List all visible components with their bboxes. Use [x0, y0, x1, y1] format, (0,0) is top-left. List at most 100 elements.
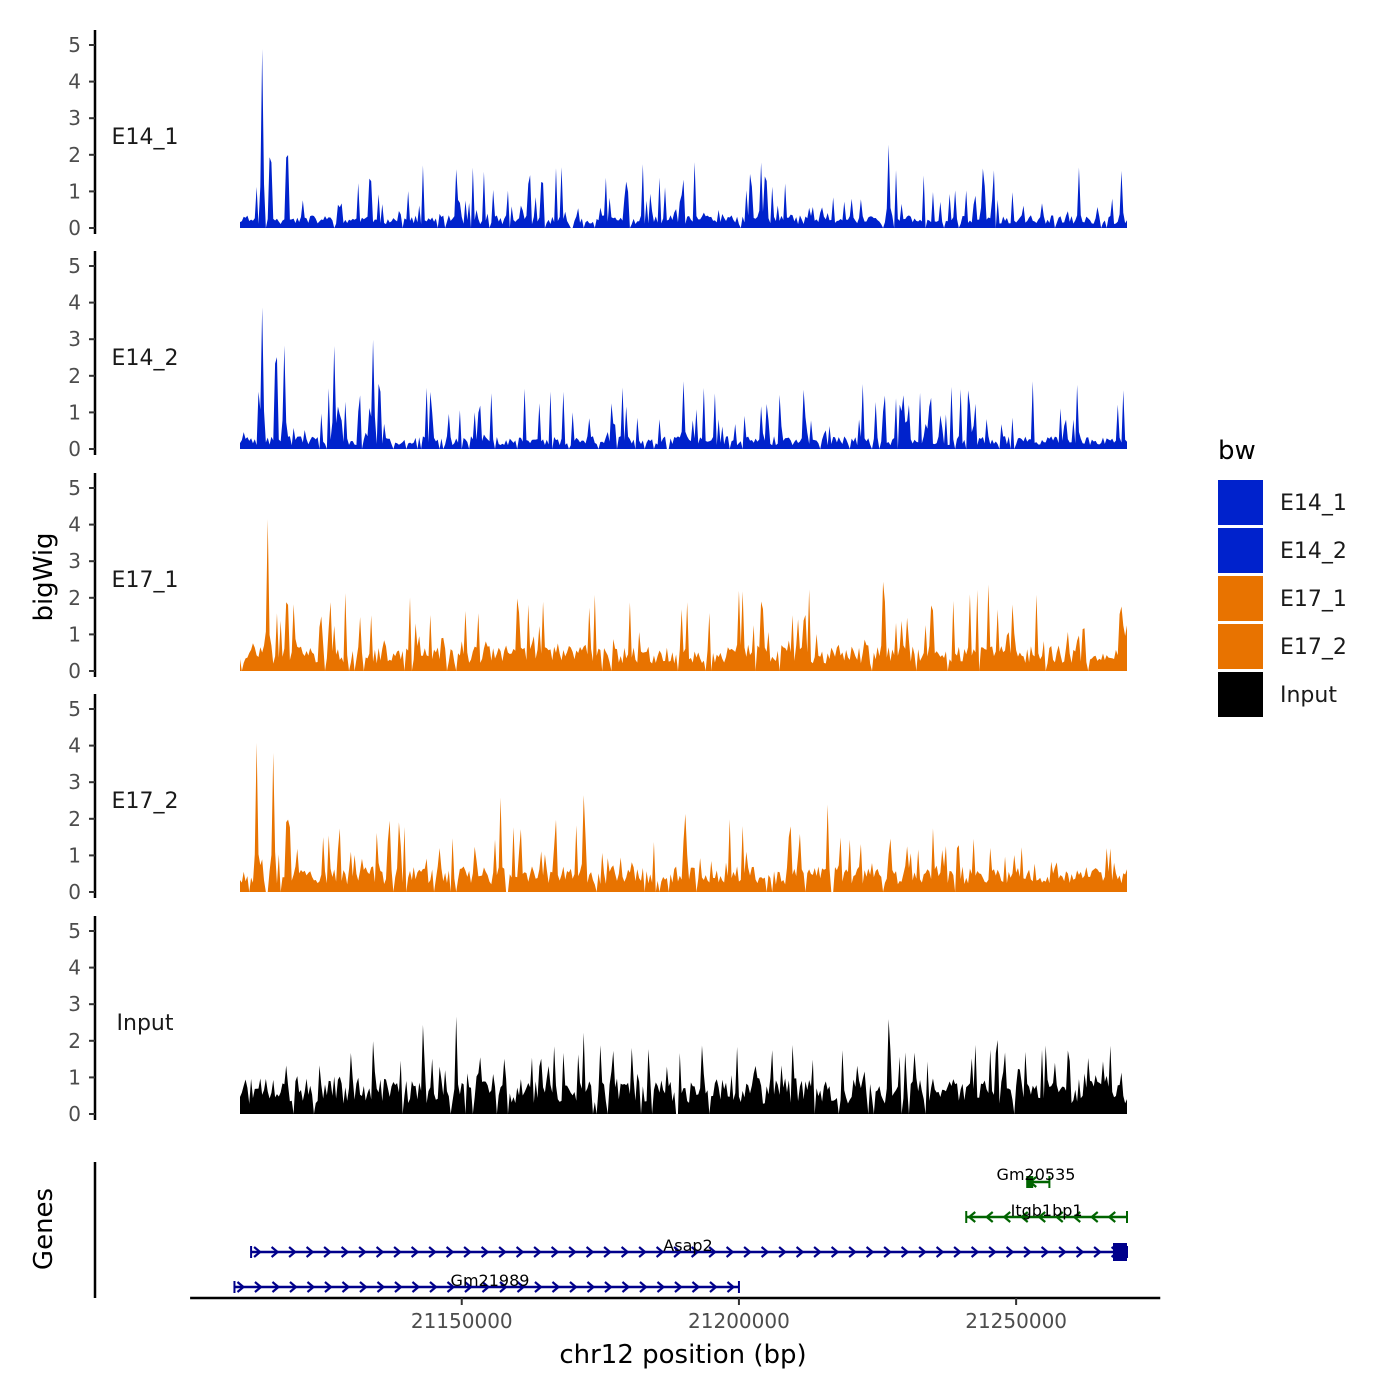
- legend-swatch: [1218, 624, 1263, 669]
- legend-label: E14_1: [1280, 491, 1347, 516]
- strand-arrow: [429, 1281, 438, 1293]
- strand-arrow: [341, 1281, 351, 1293]
- strand-arrow: [236, 1281, 246, 1293]
- strand-arrow: [1107, 1211, 1116, 1223]
- legend: bw E14_1 E14_2 E17_1 E17_2 Input: [1218, 436, 1347, 717]
- strand-arrow: [760, 1246, 770, 1258]
- y-tick-label: 4: [68, 956, 81, 980]
- strand-arrow: [305, 1246, 315, 1258]
- y-tick-label: 1: [68, 1065, 81, 1089]
- y-axis-title: bigWig: [29, 532, 59, 621]
- strand-arrow: [445, 1246, 455, 1258]
- strand-arrow: [446, 1281, 456, 1293]
- strand-arrow: [918, 1246, 927, 1258]
- y-tick-label: 5: [68, 697, 81, 721]
- x-axis: 21150000 21200000 21250000: [190, 1296, 1161, 1333]
- strand-arrow: [499, 1281, 508, 1293]
- track-label: E17_1: [112, 568, 179, 593]
- strand-arrow: [813, 1246, 822, 1258]
- strand-arrow: [603, 1246, 612, 1258]
- y-tick-label: 2: [68, 1029, 81, 1053]
- strand-arrow: [551, 1281, 561, 1293]
- track-label: E14_1: [112, 125, 179, 150]
- coverage-area: [240, 519, 1127, 671]
- coverage-tracks: 0 1 2 3 4 5 E14_1 0 1 2 3 4 5 E14_2 0 1 2 3 4 5 E17_1 0 1 2 3 4 5 E…: [68, 30, 1127, 1126]
- gene-Asap2: Asap2: [250, 1236, 1128, 1261]
- strand-arrow: [988, 1246, 997, 1258]
- legend-swatch: [1218, 672, 1263, 717]
- genes-panel-title: Genes: [29, 1188, 59, 1270]
- y-tick-label: 0: [68, 1102, 81, 1126]
- strand-arrow: [481, 1281, 491, 1293]
- strand-arrow: [586, 1281, 596, 1293]
- strand-arrow: [254, 1281, 263, 1293]
- y-tick-label: 5: [68, 919, 81, 943]
- strand-arrow: [428, 1246, 437, 1258]
- strand-arrow: [935, 1246, 945, 1258]
- legend-swatch: [1218, 576, 1263, 621]
- strand-arrow: [393, 1246, 402, 1258]
- strand-arrow: [1055, 1211, 1064, 1223]
- legend-swatch: [1218, 528, 1263, 573]
- y-tick-label: 0: [68, 880, 81, 904]
- y-tick-label: 3: [68, 992, 81, 1016]
- legend-swatch: [1218, 480, 1263, 525]
- strand-arrow: [376, 1281, 386, 1293]
- y-tick-label: 1: [68, 179, 81, 203]
- strand-arrow: [865, 1246, 875, 1258]
- strand-arrow: [743, 1246, 752, 1258]
- strand-arrow: [726, 1281, 736, 1293]
- gene-label: Asap2: [663, 1236, 712, 1255]
- y-tick-label: 2: [68, 143, 81, 167]
- y-tick-label: 3: [68, 327, 81, 351]
- y-tick-label: 0: [68, 659, 81, 683]
- strand-arrow: [253, 1246, 262, 1258]
- track-label: E14_2: [112, 346, 179, 371]
- y-tick-label: 4: [68, 291, 81, 315]
- strand-arrow: [795, 1246, 805, 1258]
- strand-arrow: [568, 1246, 577, 1258]
- strand-arrow: [324, 1281, 333, 1293]
- strand-arrow: [480, 1246, 490, 1258]
- strand-arrow: [550, 1246, 560, 1258]
- strand-arrow: [1005, 1246, 1015, 1258]
- strand-arrow: [410, 1246, 420, 1258]
- strand-arrow: [967, 1211, 976, 1223]
- coverage-area: [240, 48, 1127, 228]
- y-tick-label: 4: [68, 70, 81, 94]
- strand-arrow: [534, 1281, 543, 1293]
- y-tick-label: 5: [68, 33, 81, 57]
- legend-label: E17_1: [1280, 587, 1347, 612]
- strand-arrow: [674, 1281, 683, 1293]
- gene-Gm21989: Gm21989: [233, 1271, 740, 1293]
- strand-arrow: [708, 1246, 717, 1258]
- y-tick-label: 1: [68, 843, 81, 867]
- strand-arrow: [533, 1246, 542, 1258]
- strand-arrow: [323, 1246, 332, 1258]
- y-tick-label: 4: [68, 513, 81, 537]
- strand-arrow: [288, 1246, 297, 1258]
- legend-label: E14_2: [1280, 539, 1347, 564]
- strand-arrow: [1023, 1246, 1032, 1258]
- coverage-area: [240, 307, 1127, 449]
- strand-arrow: [778, 1246, 787, 1258]
- y-tick-label: 2: [68, 364, 81, 388]
- gene-Itgb1bp1: Itgb1bp1: [965, 1201, 1128, 1223]
- strand-arrow: [638, 1246, 647, 1258]
- legend-label: Input: [1280, 683, 1337, 708]
- strand-arrow: [725, 1246, 735, 1258]
- y-tick-label: 4: [68, 734, 81, 758]
- strand-arrow: [358, 1246, 367, 1258]
- strand-arrow: [498, 1246, 507, 1258]
- strand-arrow: [585, 1246, 595, 1258]
- strand-arrow: [1093, 1246, 1102, 1258]
- strand-arrow: [1075, 1246, 1085, 1258]
- y-tick-label: 1: [68, 622, 81, 646]
- strand-arrow: [883, 1246, 892, 1258]
- strand-arrow: [620, 1246, 630, 1258]
- track-E14_2: 0 1 2 3 4 5 E14_2: [68, 251, 1127, 461]
- strand-arrow: [270, 1246, 280, 1258]
- coverage-area: [240, 1016, 1127, 1114]
- strand-arrow: [1037, 1211, 1046, 1223]
